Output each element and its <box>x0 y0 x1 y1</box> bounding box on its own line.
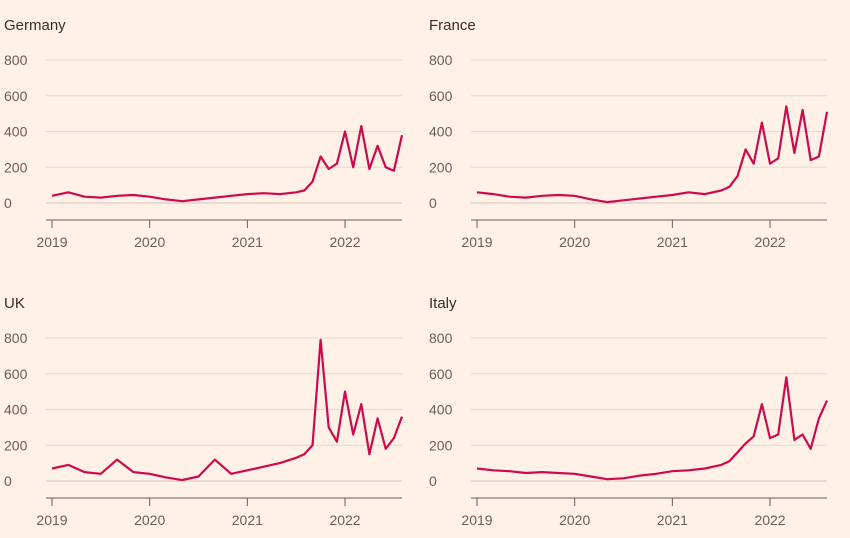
y-tick-label: 800 <box>4 330 28 346</box>
series-line-germany <box>51 125 404 203</box>
chart-italy: Italy 800 600 400 200 0 2019 2020 2021 2022 <box>429 295 829 528</box>
series-line-france <box>476 105 829 204</box>
y-tick-label: 400 <box>429 124 453 140</box>
x-tick-label: 2022 <box>329 234 360 250</box>
y-tick-label: 0 <box>4 473 12 489</box>
y-tick-label: 0 <box>4 195 12 211</box>
y-tick-label: 0 <box>429 473 437 489</box>
x-tick-label: 2020 <box>559 512 590 528</box>
series-line-uk <box>51 338 404 482</box>
chart-title: UK <box>4 295 25 312</box>
x-tick-label: 2022 <box>754 234 785 250</box>
x-tick-label: 2019 <box>461 234 492 250</box>
chart-title: France <box>429 17 476 34</box>
y-tick-label: 200 <box>4 437 28 453</box>
chart-france: France 800 600 400 200 0 2019 2020 2021 2022 <box>429 17 829 250</box>
x-tick-label: 2021 <box>657 234 688 250</box>
x-tick-label: 2020 <box>134 512 165 528</box>
y-tick-label: 800 <box>429 52 453 68</box>
series-line-italy <box>476 376 829 481</box>
y-tick-label: 600 <box>429 88 453 104</box>
y-tick-label: 400 <box>4 402 28 418</box>
chart-panel-france: France 800 600 400 200 0 2019 2020 2021 2022 <box>425 0 835 260</box>
chart-panel-germany: Germany 800 600 400 200 0 2019 2020 2021 2022 <box>0 0 410 260</box>
x-tick-label: 2019 <box>36 512 67 528</box>
y-tick-label: 200 <box>4 159 28 175</box>
x-tick-label: 2022 <box>754 512 785 528</box>
x-tick-label: 2021 <box>232 512 263 528</box>
y-tick-label: 400 <box>429 402 453 418</box>
x-tick-label: 2022 <box>329 512 360 528</box>
chart-uk: UK 800 600 400 200 0 2019 2020 2021 2022 <box>4 295 404 528</box>
y-tick-label: 600 <box>4 88 28 104</box>
x-tick-label: 2021 <box>232 234 263 250</box>
chart-germany: Germany 800 600 400 200 0 2019 2020 2021 2022 <box>4 17 404 250</box>
y-tick-label: 200 <box>429 437 453 453</box>
chart-title: Italy <box>429 295 457 312</box>
x-tick-label: 2019 <box>36 234 67 250</box>
x-tick-label: 2020 <box>559 234 590 250</box>
y-tick-label: 800 <box>4 52 28 68</box>
chart-title: Germany <box>4 17 66 34</box>
chart-panel-uk: UK 800 600 400 200 0 2019 2020 2021 2022 <box>0 278 410 538</box>
y-tick-label: 600 <box>4 366 28 382</box>
y-tick-label: 0 <box>429 195 437 211</box>
y-tick-label: 800 <box>429 330 453 346</box>
x-tick-label: 2019 <box>461 512 492 528</box>
y-tick-label: 200 <box>429 159 453 175</box>
y-tick-label: 600 <box>429 366 453 382</box>
chart-panel-italy: Italy 800 600 400 200 0 2019 2020 2021 2022 <box>425 278 835 538</box>
x-tick-label: 2021 <box>657 512 688 528</box>
y-tick-label: 400 <box>4 124 28 140</box>
x-tick-label: 2020 <box>134 234 165 250</box>
